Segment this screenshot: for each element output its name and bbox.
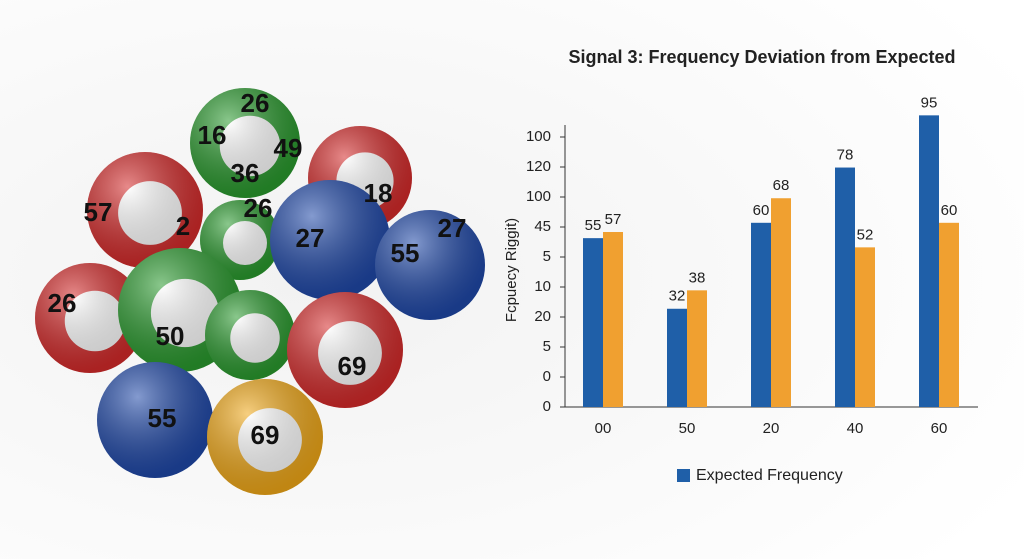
- ball-shine: [205, 290, 295, 380]
- ball-shine: [190, 88, 300, 198]
- ball-number: 2: [176, 211, 190, 241]
- ball-number: 36: [231, 158, 260, 188]
- ball-shine: [270, 180, 390, 300]
- y-tick-label: 100: [526, 128, 551, 145]
- lottery-balls: 26 16 49 36 18 57 2 26 27 55 27 26 50 69 55 69: [35, 88, 485, 495]
- data-label: 68: [773, 177, 790, 194]
- x-tick-label: 00: [595, 420, 612, 437]
- y-tick-label: 100: [526, 188, 551, 205]
- data-label: 52: [857, 226, 874, 243]
- legend-swatch: [677, 469, 690, 482]
- bar: [855, 247, 875, 407]
- ball-number: 49: [274, 133, 303, 163]
- data-label: 60: [753, 202, 770, 219]
- chart-title: Signal 3: Frequency Deviation from Expec…: [568, 47, 955, 67]
- ball-shine: [375, 210, 485, 320]
- ball-shine: [200, 200, 280, 280]
- bar: [583, 238, 603, 407]
- ball-number: 26: [244, 193, 273, 223]
- ball-number: 27: [296, 223, 325, 253]
- x-tick-label: 40: [847, 420, 864, 437]
- data-label: 38: [689, 269, 706, 286]
- ball-shine: [207, 379, 323, 495]
- ball-shine: [287, 292, 403, 408]
- ball-number: 16: [198, 120, 227, 150]
- data-label: 60: [941, 202, 958, 219]
- ball-shine: [87, 152, 203, 268]
- ball-number: 55: [391, 238, 420, 268]
- data-label: 32: [669, 288, 686, 305]
- ball-number: 26: [241, 88, 270, 118]
- y-tick-label: 0: [543, 368, 551, 385]
- y-tick-label: 20: [534, 308, 551, 325]
- ball-number: 69: [338, 351, 367, 381]
- ball-number: 27: [438, 213, 467, 243]
- bar: [667, 308, 687, 407]
- y-tick-label: 45: [534, 218, 551, 235]
- ball-number: 18: [364, 178, 393, 208]
- ball-number: 69: [251, 420, 280, 450]
- x-tick-label: 20: [763, 420, 780, 437]
- data-label: 57: [605, 211, 622, 228]
- bar: [835, 167, 855, 407]
- bar: [771, 198, 791, 407]
- legend-label: Expected Frequency: [696, 467, 843, 484]
- bar: [603, 232, 623, 407]
- ball-number: 57: [84, 197, 113, 227]
- x-tick-label: 60: [931, 420, 948, 437]
- y-tick-label: 10: [534, 278, 551, 295]
- ball-shine: [35, 263, 145, 373]
- bar: [751, 222, 771, 407]
- ball-number: 55: [148, 403, 177, 433]
- data-label: 95: [921, 94, 938, 111]
- data-label: 78: [837, 147, 854, 164]
- y-tick-label: 5: [543, 338, 551, 355]
- ball-shine: [97, 362, 213, 478]
- bar: [919, 115, 939, 407]
- bar: [939, 222, 959, 407]
- ball-number: 26: [48, 288, 77, 318]
- y-axis-label: Fcpuecy Riggit): [503, 218, 520, 322]
- data-label: 55: [585, 217, 602, 234]
- bar: [687, 290, 707, 407]
- x-tick-label: 50: [679, 420, 696, 437]
- y-tick-label: 120: [526, 158, 551, 175]
- y-tick-label: 0: [543, 398, 551, 415]
- ball-number: 50: [156, 321, 185, 351]
- y-tick-label: 5: [543, 248, 551, 265]
